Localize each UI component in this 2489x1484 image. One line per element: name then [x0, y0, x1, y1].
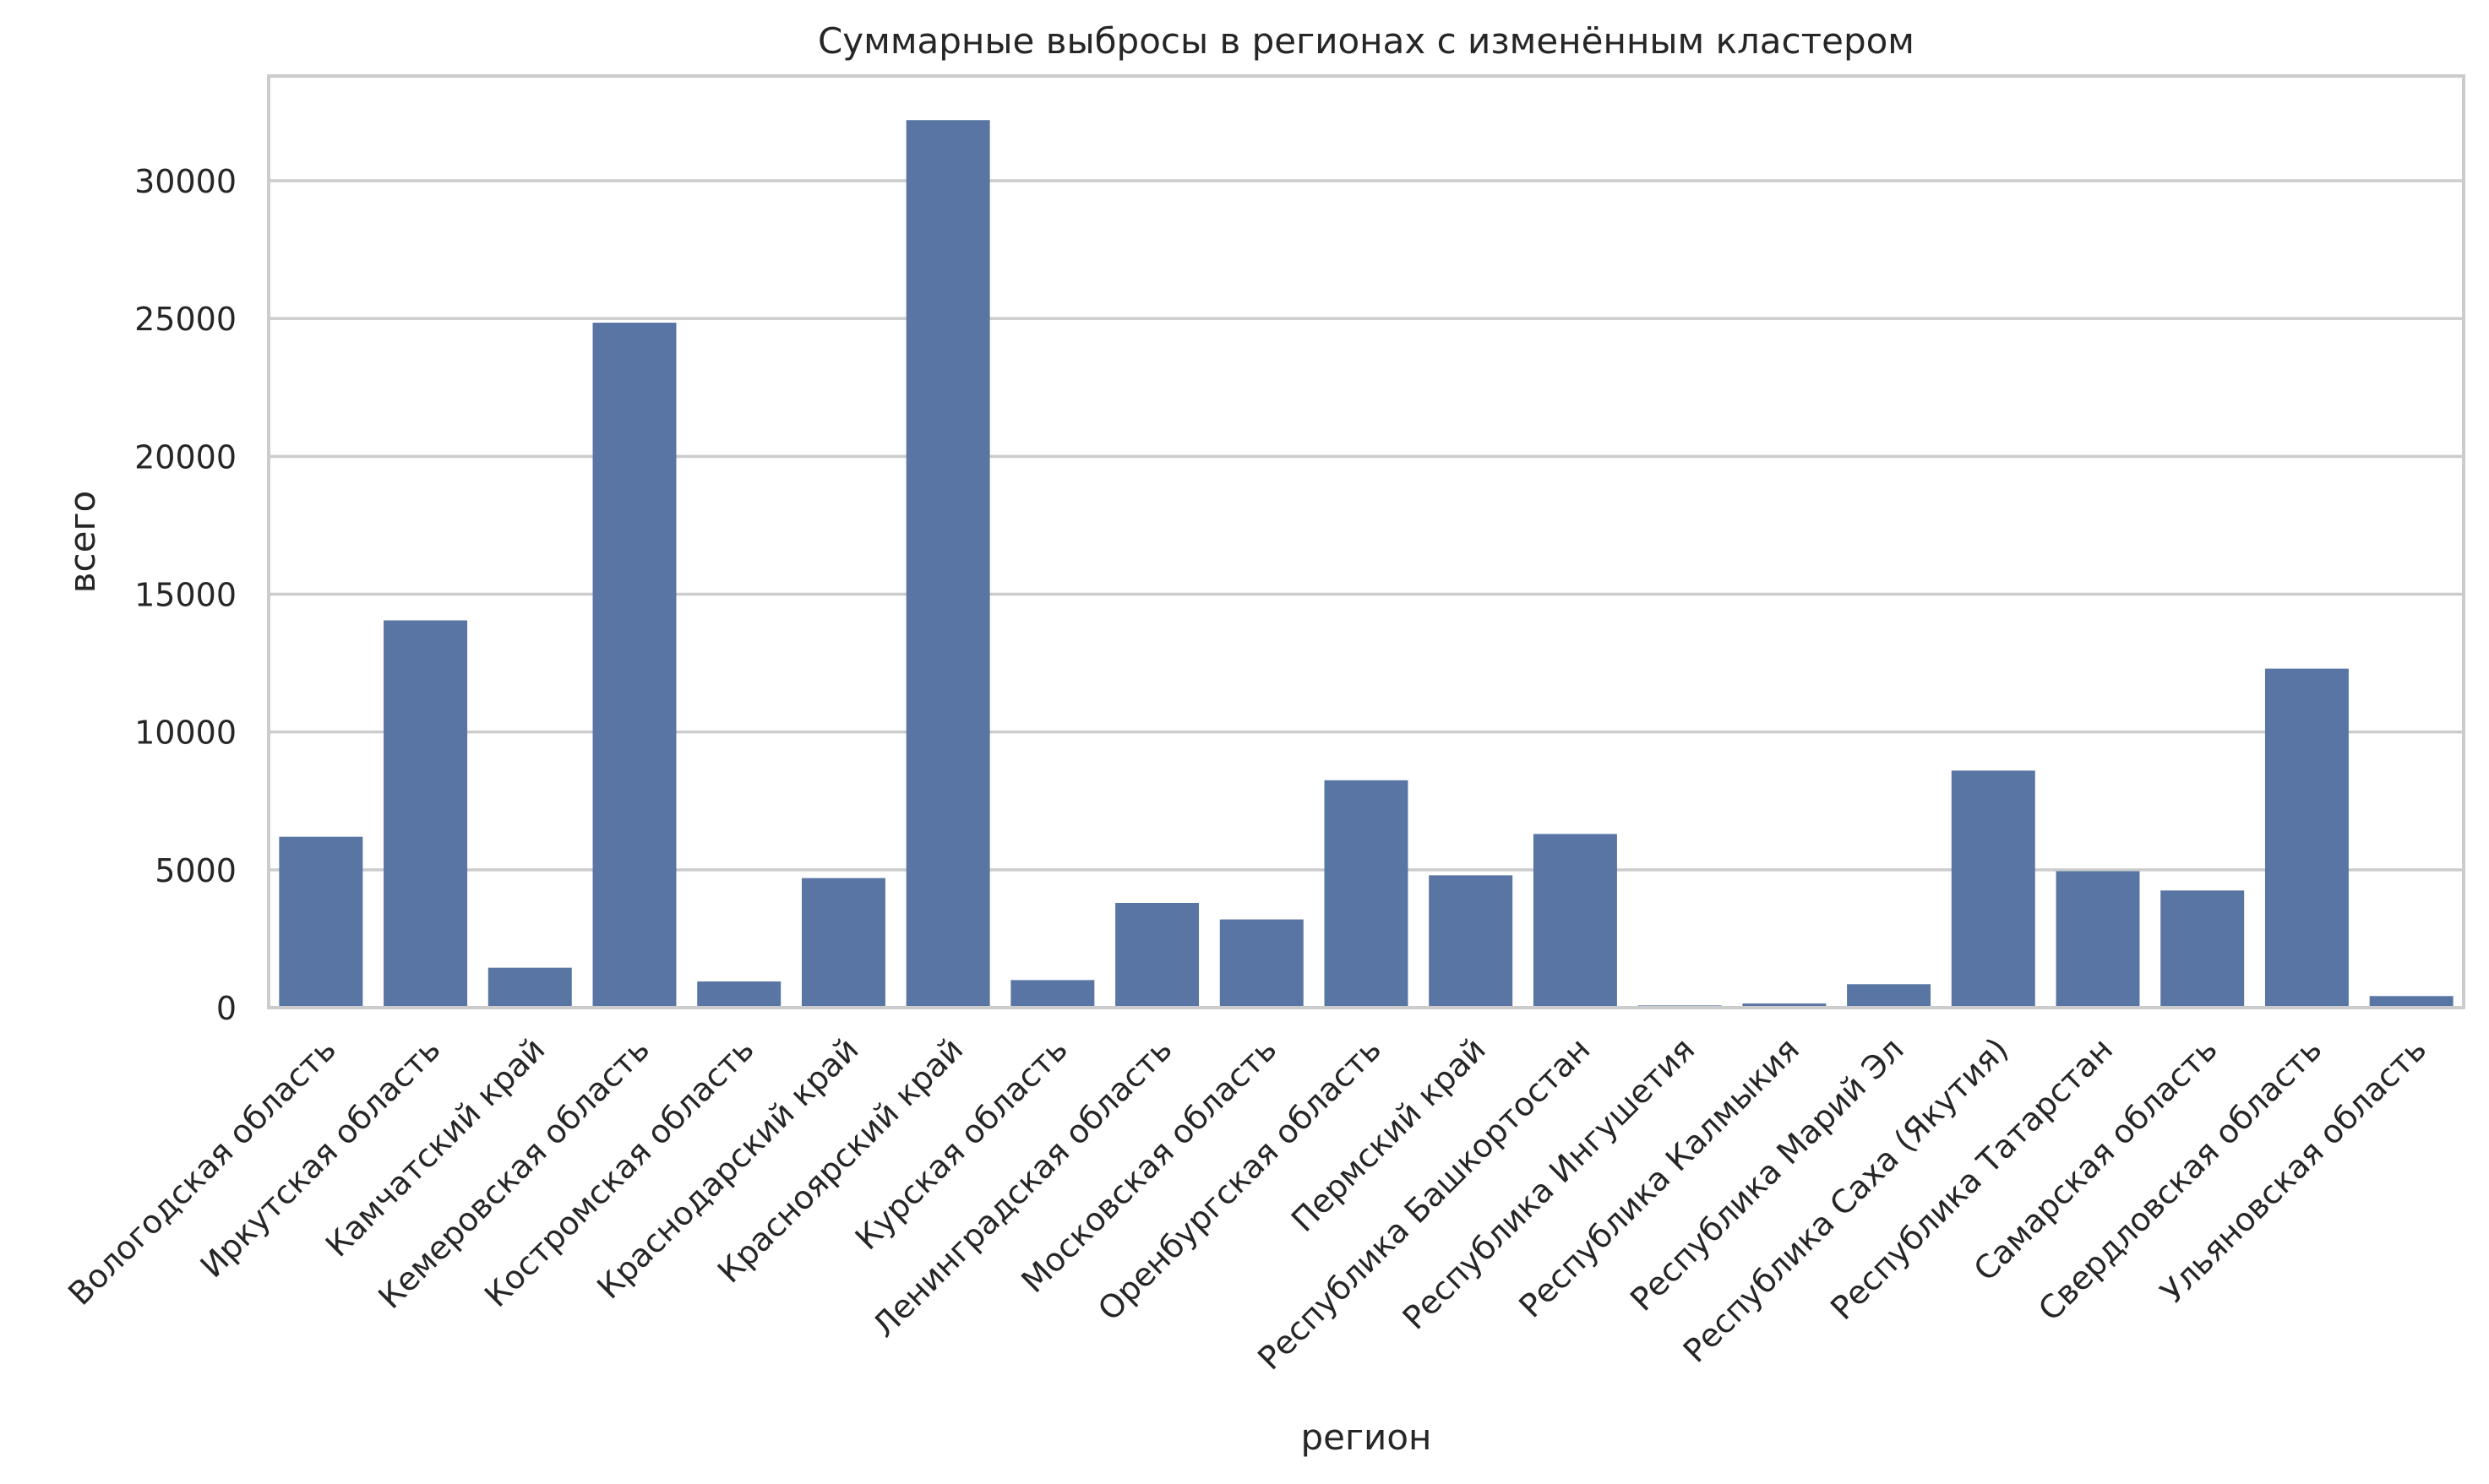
y-tick-label: 0: [216, 990, 237, 1027]
bar: [1742, 1003, 1827, 1008]
y-tick-label: 25000: [134, 301, 237, 338]
bar: [487, 967, 572, 1008]
bar: [2160, 890, 2245, 1008]
chart-title: Суммарные выбросы в регионах с изменённы…: [818, 20, 1914, 62]
bar: [2264, 668, 2349, 1008]
bar: [1219, 919, 1304, 1008]
x-axis-label: регион: [1300, 1416, 1431, 1458]
bar: [1429, 875, 1513, 1008]
bar: [1115, 902, 1200, 1008]
bar: [384, 620, 468, 1008]
bar: [1847, 984, 1931, 1008]
x-tick-label: Пермский край: [1284, 1030, 1493, 1239]
bar: [2056, 871, 2140, 1008]
y-tick-label: 30000: [134, 163, 237, 200]
y-tick-label: 10000: [134, 715, 237, 752]
y-tick-label: 5000: [155, 852, 237, 889]
bar: [697, 981, 782, 1008]
bar: [592, 323, 677, 1008]
plot-frame: [267, 74, 2465, 1009]
bar: [1951, 770, 2035, 1008]
bar: [1324, 780, 1408, 1008]
bar: [801, 878, 885, 1008]
y-axis-label: всего: [62, 491, 103, 593]
bar: [1010, 980, 1095, 1008]
bar: [906, 120, 990, 1008]
bar: [279, 836, 363, 1008]
bar: [2369, 996, 2454, 1008]
y-tick-label: 15000: [134, 577, 237, 614]
y-tick-label: 20000: [134, 438, 237, 476]
y-tick-labels: 0 5000 10000 15000 20000 25000 30000: [134, 163, 237, 1027]
bars: [279, 120, 2454, 1008]
bar: [1533, 834, 1617, 1008]
